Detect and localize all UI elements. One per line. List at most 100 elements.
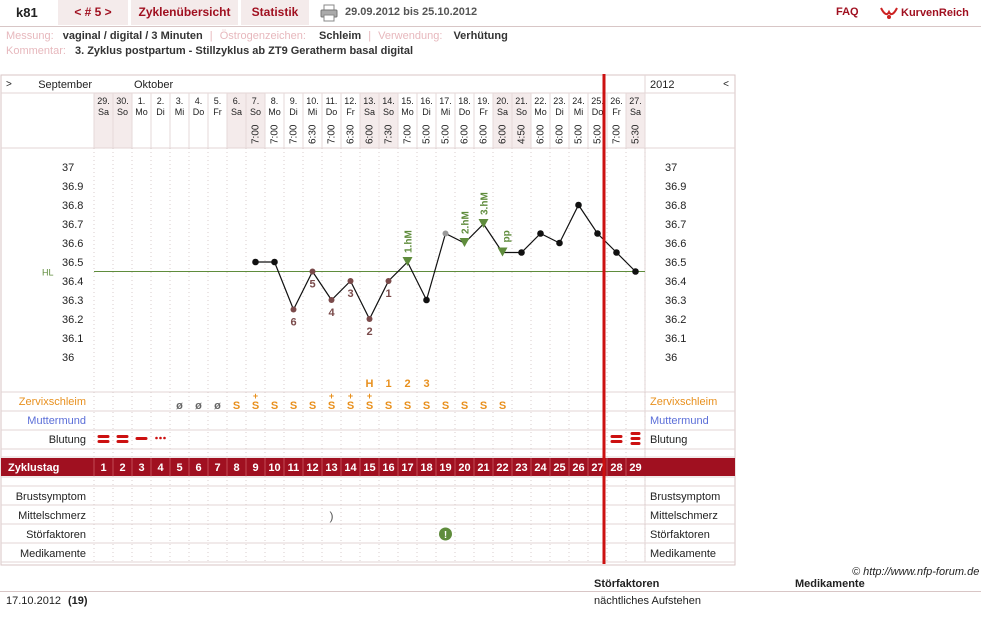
- cycle-day-number: 25: [553, 462, 565, 474]
- stoer-label-right: Störfaktoren: [650, 529, 710, 541]
- mucus-value: ø: [195, 400, 202, 412]
- mucus-value: S: [461, 400, 468, 412]
- cycle-day-number: 29: [629, 462, 641, 474]
- measure-time: 6:00: [555, 124, 566, 144]
- prev-cycle-arrow[interactable]: >: [6, 79, 12, 90]
- printer-icon[interactable]: [320, 0, 338, 25]
- low-temp-count: 1: [385, 288, 391, 300]
- low-temp-point: [328, 297, 335, 303]
- mucus-plus-mark: +: [367, 391, 372, 401]
- mucus-plus-mark: +: [329, 391, 334, 401]
- year-label: 2012: [650, 79, 674, 91]
- measure-time: 5:00: [574, 124, 585, 144]
- date-label: 16.: [420, 96, 433, 106]
- measure-time: 7:00: [270, 124, 281, 144]
- date-label: 11.: [326, 96, 338, 106]
- date-label: 3.: [176, 96, 184, 106]
- hl-label: HL: [42, 268, 54, 278]
- date-label: 20.: [496, 96, 509, 106]
- weekday-label: So: [117, 107, 128, 117]
- temp-point: [271, 258, 278, 266]
- cycle-day-number: 10: [268, 462, 280, 474]
- stoerfaktor-icon[interactable]: [439, 527, 452, 541]
- weekday-label: So: [250, 107, 261, 117]
- date-label: 24.: [572, 96, 585, 106]
- cycle-day-number: 20: [458, 462, 470, 474]
- medi-label: Medikamente: [20, 548, 86, 560]
- weekday-label: Do: [459, 107, 471, 117]
- cycle-overview-tab[interactable]: Zyklenübersicht: [131, 0, 238, 25]
- mucus-value: S: [271, 400, 278, 412]
- cycle-nav-button[interactable]: < # 5 >: [58, 0, 128, 25]
- measure-time: 5:30: [631, 124, 642, 144]
- peak-marker: 2: [404, 378, 410, 390]
- low-temp-count: 4: [328, 307, 335, 319]
- weekend-shade: [626, 93, 645, 148]
- temp-point: [252, 258, 259, 266]
- y-tick-label-right: 37: [665, 162, 677, 174]
- weekday-label: Mi: [308, 107, 318, 117]
- mittelschmerz-label: Mittelschmerz: [18, 510, 86, 522]
- cycle-day-number: 23: [515, 462, 527, 474]
- month-label: September: [38, 79, 92, 91]
- weekday-label: Do: [326, 107, 338, 117]
- brand-label: KurvenReich: [901, 7, 969, 19]
- faq-link[interactable]: FAQ: [836, 6, 859, 18]
- verwendung-value: Verhütung: [453, 30, 508, 42]
- bleeding-mark: [630, 437, 641, 440]
- high-temp-marker: [402, 257, 413, 266]
- cycle-day-number: 21: [477, 462, 489, 474]
- y-tick-label-right: 36.6: [665, 238, 686, 250]
- bleeding-mark: [163, 436, 166, 440]
- weekday-label: Sa: [364, 107, 375, 117]
- weekday-label: Mo: [268, 107, 281, 117]
- weekday-label: Sa: [630, 107, 641, 117]
- footer-date: 17.10.2012: [6, 595, 62, 607]
- temp-point: [613, 249, 620, 256]
- temp-point: [632, 268, 639, 275]
- date-label: 17.: [439, 96, 452, 106]
- weekday-label: Di: [422, 107, 431, 117]
- temp-point: [537, 230, 544, 237]
- date-label: 26.: [610, 96, 623, 106]
- mucus-value: ø: [176, 400, 183, 412]
- weekday-label: Di: [156, 107, 165, 117]
- y-tick-label: 36.3: [62, 295, 83, 307]
- cycle-day-number: 12: [306, 462, 318, 474]
- cycle-day-number: 7: [214, 462, 220, 474]
- y-tick-label: 36.1: [62, 333, 83, 345]
- stoerfaktor-mark: !: [444, 530, 447, 541]
- mittelschmerz-mark: ): [330, 509, 334, 523]
- weekend-shade: [493, 93, 512, 148]
- month-label: Oktober: [134, 79, 173, 91]
- bleeding-mark: [97, 435, 110, 438]
- y-tick-label-right: 36.1: [665, 333, 686, 345]
- temp-point: [518, 249, 525, 256]
- y-tick-label: 37: [62, 162, 74, 174]
- y-tick-label-right: 36.7: [665, 219, 686, 231]
- y-tick-label: 36.4: [62, 276, 83, 288]
- zyklustag-label: Zyklustag: [8, 462, 59, 474]
- measure-time: 6:00: [365, 124, 376, 144]
- date-label: 25.: [591, 96, 604, 106]
- low-temp-count: 3: [347, 288, 353, 300]
- date-label: 12.: [344, 96, 357, 106]
- weekday-label: Mo: [534, 107, 547, 117]
- weekday-label: Fr: [346, 107, 355, 117]
- date-label: 15.: [401, 96, 414, 106]
- mucus-value: S: [233, 400, 240, 412]
- statistics-tab[interactable]: Statistik: [241, 0, 309, 25]
- messung-label: Messung:: [6, 30, 54, 42]
- blutung-label: Blutung: [49, 434, 86, 446]
- cycle-day-number: 15: [363, 462, 375, 474]
- cycle-day-number: 13: [325, 462, 337, 474]
- high-temp-marker: [497, 247, 508, 257]
- next-cycle-arrow[interactable]: <: [723, 79, 729, 90]
- weekday-label: Sa: [497, 107, 508, 117]
- mucus-value: S: [404, 400, 411, 412]
- cycle-day-number: 5: [176, 462, 182, 474]
- footer-date-count: (19): [68, 595, 88, 607]
- footer-stoer-text: nächtliches Aufstehen: [594, 595, 702, 607]
- cycle-day-number: 3: [138, 462, 144, 474]
- brand-logo[interactable]: KurvenReich: [880, 0, 969, 25]
